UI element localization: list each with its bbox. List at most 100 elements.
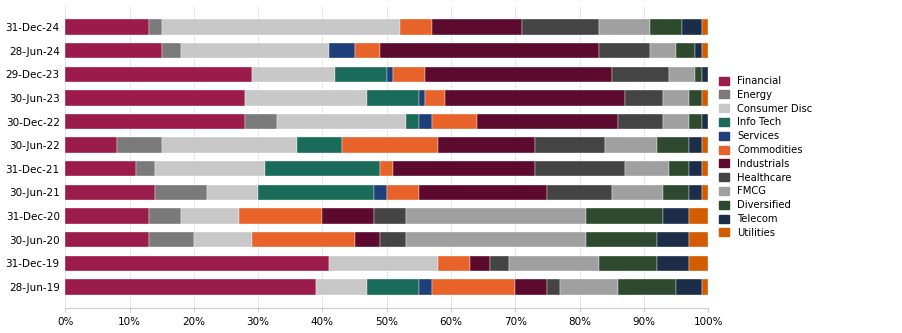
Bar xyxy=(367,279,419,295)
Bar xyxy=(438,256,470,271)
Bar xyxy=(393,67,425,82)
Bar xyxy=(161,19,400,35)
Bar xyxy=(65,232,149,247)
Bar xyxy=(419,90,425,106)
Bar xyxy=(689,256,708,271)
Bar xyxy=(329,256,438,271)
Bar xyxy=(329,43,354,58)
Bar xyxy=(264,161,381,176)
Bar xyxy=(322,208,373,224)
Bar xyxy=(149,19,161,35)
Bar xyxy=(65,43,161,58)
Bar xyxy=(419,279,432,295)
Bar xyxy=(624,90,663,106)
Bar xyxy=(535,161,624,176)
Bar xyxy=(400,19,432,35)
Bar xyxy=(689,208,708,224)
Bar xyxy=(149,208,181,224)
Bar xyxy=(612,185,663,200)
Bar xyxy=(161,43,181,58)
Bar xyxy=(663,185,689,200)
Bar xyxy=(65,67,252,82)
Bar xyxy=(618,279,676,295)
Bar xyxy=(258,185,373,200)
Bar xyxy=(689,161,702,176)
Bar xyxy=(624,161,669,176)
Bar xyxy=(702,114,708,129)
Bar xyxy=(65,90,245,106)
Bar xyxy=(207,185,258,200)
Bar xyxy=(425,67,612,82)
Bar xyxy=(438,138,535,153)
Bar xyxy=(560,279,618,295)
Bar xyxy=(425,90,445,106)
Bar xyxy=(702,43,708,58)
Bar xyxy=(682,19,702,35)
Bar xyxy=(676,279,702,295)
Bar xyxy=(599,19,650,35)
Bar xyxy=(612,67,669,82)
Bar xyxy=(65,138,116,153)
Bar xyxy=(702,90,708,106)
Bar xyxy=(136,161,155,176)
Bar xyxy=(297,138,342,153)
Bar xyxy=(599,43,650,58)
Bar xyxy=(406,232,586,247)
Bar xyxy=(650,43,676,58)
Bar xyxy=(252,232,354,247)
Bar xyxy=(535,138,605,153)
Bar xyxy=(521,19,599,35)
Bar xyxy=(605,138,657,153)
Bar xyxy=(548,279,560,295)
Bar xyxy=(689,185,702,200)
Bar xyxy=(669,67,695,82)
Bar xyxy=(490,256,509,271)
Bar xyxy=(470,256,490,271)
Bar xyxy=(663,90,689,106)
Bar xyxy=(278,114,406,129)
Bar xyxy=(161,138,297,153)
Bar xyxy=(618,114,663,129)
Bar xyxy=(387,185,419,200)
Bar xyxy=(239,208,322,224)
Bar xyxy=(65,279,316,295)
Bar xyxy=(65,208,149,224)
Bar xyxy=(342,138,438,153)
Bar xyxy=(689,232,708,247)
Bar xyxy=(316,279,367,295)
Bar xyxy=(515,279,548,295)
Bar xyxy=(65,19,149,35)
Bar xyxy=(181,43,329,58)
Bar xyxy=(381,232,406,247)
Bar xyxy=(245,90,367,106)
Bar xyxy=(669,161,689,176)
Bar xyxy=(354,43,381,58)
Bar xyxy=(65,114,245,129)
Bar xyxy=(65,161,136,176)
Bar xyxy=(599,256,657,271)
Bar xyxy=(419,185,548,200)
Bar xyxy=(702,67,708,82)
Bar xyxy=(695,67,702,82)
Bar xyxy=(548,185,612,200)
Bar xyxy=(406,114,419,129)
Bar xyxy=(445,90,624,106)
Bar xyxy=(336,67,387,82)
Bar xyxy=(155,185,207,200)
Bar xyxy=(406,208,586,224)
Bar xyxy=(509,256,599,271)
Bar xyxy=(586,208,663,224)
Bar xyxy=(149,232,194,247)
Bar xyxy=(702,279,708,295)
Bar xyxy=(373,185,387,200)
Bar xyxy=(702,19,708,35)
Bar xyxy=(702,185,708,200)
Bar xyxy=(689,138,702,153)
Bar xyxy=(194,232,252,247)
Bar xyxy=(650,19,682,35)
Bar xyxy=(702,161,708,176)
Bar xyxy=(689,114,702,129)
Bar xyxy=(432,279,515,295)
Bar xyxy=(695,43,702,58)
Bar xyxy=(155,161,264,176)
